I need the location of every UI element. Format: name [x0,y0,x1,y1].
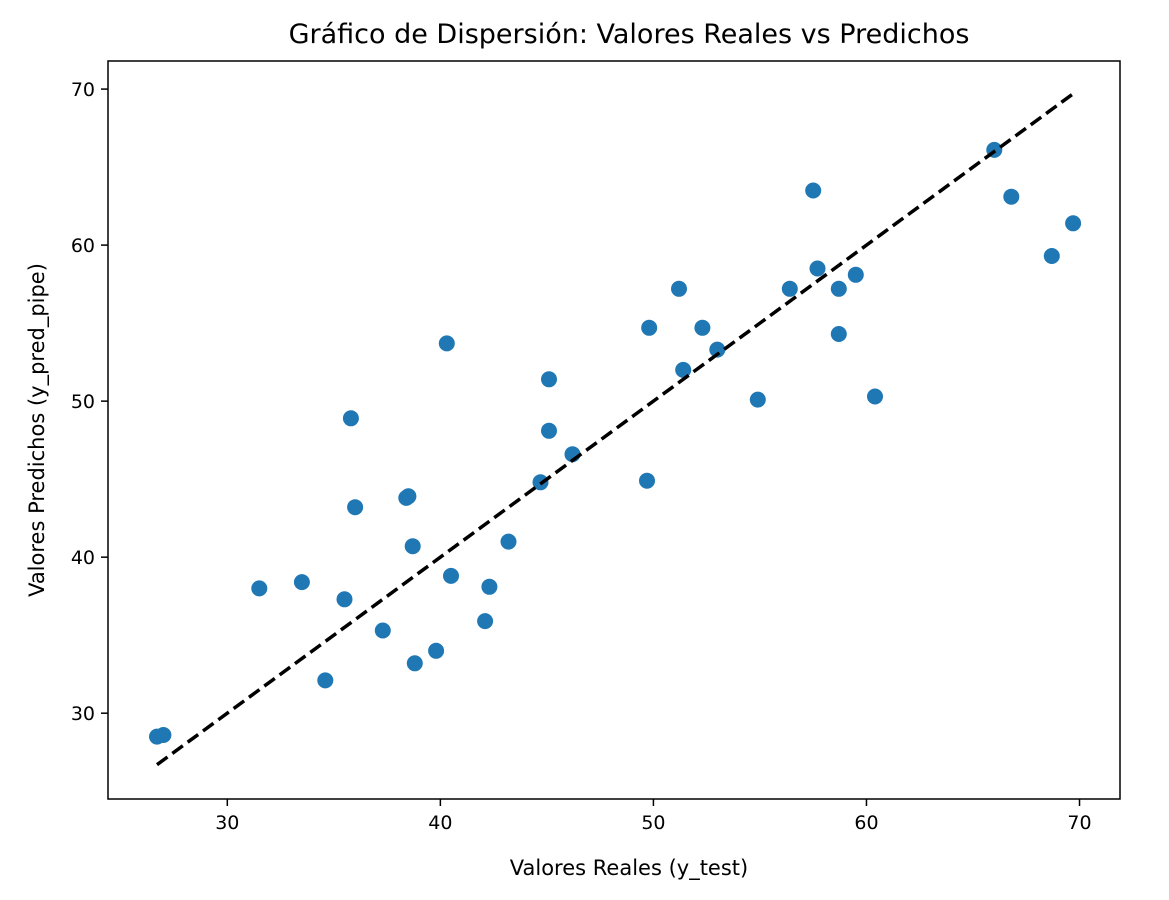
x-tick-label: 70 [1067,812,1091,834]
y-tick-label: 60 [71,235,95,257]
data-point [694,319,711,336]
data-point [1065,215,1082,232]
data-point [400,488,417,505]
data-point [443,567,459,584]
x-tick-label: 50 [641,812,665,834]
data-point [477,613,494,630]
chart-title: Gráfico de Dispersión: Valores Reales vs… [289,19,970,50]
data-point [1003,188,1020,205]
x-axis: 30 40 50 60 70 [215,799,1092,834]
plot-area [149,92,1082,767]
data-point [639,472,655,489]
y-axis: 30 40 50 60 70 [71,79,108,725]
data-point [374,622,391,639]
data-point [293,574,310,591]
data-point [781,280,798,297]
data-point [641,319,658,336]
data-point [671,280,687,297]
x-tick-label: 30 [215,812,239,834]
data-point [830,326,847,342]
data-point [347,499,364,516]
data-point [709,341,726,358]
data-point [805,182,822,199]
x-tick-label: 60 [854,812,878,834]
data-point [317,672,334,689]
data-point [867,388,883,405]
data-point [500,533,517,550]
data-point [541,371,557,388]
data-point [342,410,359,427]
data-point [406,655,423,672]
data-point [675,361,692,378]
x-tick-label: 40 [428,812,452,834]
plot-frame [107,60,1121,800]
data-point [481,578,498,595]
y-axis-label: Valores Predichos (y_pred_pipe) [25,263,50,597]
data-point [830,280,847,297]
data-point [251,580,268,597]
data-point [404,538,421,555]
data-point [438,335,455,352]
data-point [1043,248,1060,264]
y-tick-label: 30 [71,703,95,725]
data-point [155,727,172,743]
y-tick-label: 50 [71,391,95,413]
data-point [749,391,766,408]
data-point [847,266,864,283]
y-tick-label: 70 [71,79,95,101]
data-point [336,591,353,608]
data-point [541,422,557,439]
data-point [809,260,826,277]
y-tick-label: 40 [71,547,95,569]
reference-line [155,92,1075,767]
x-axis-label: Valores Reales (y_test) [510,856,748,881]
data-point [428,642,445,659]
